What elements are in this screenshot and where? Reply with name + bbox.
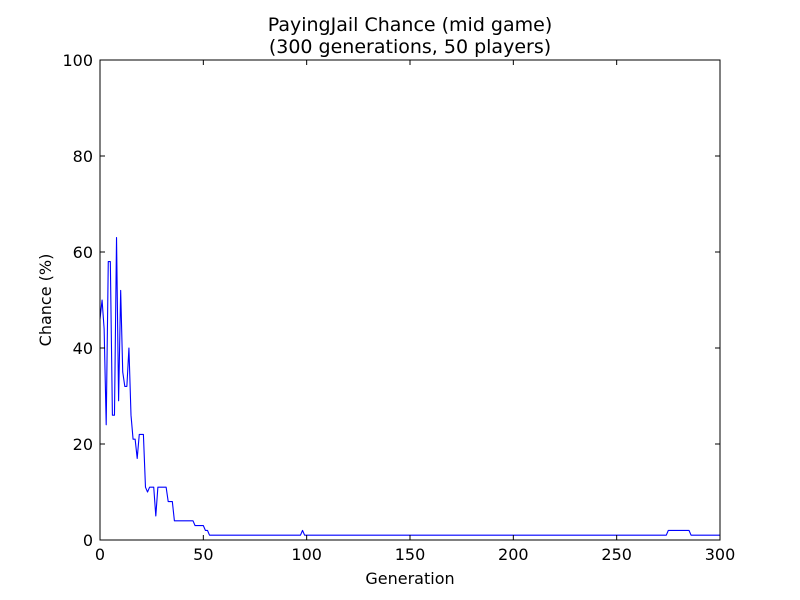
x-tick-label: 0	[95, 545, 105, 564]
y-axis-label: Chance (%)	[36, 254, 55, 347]
series-line-0	[99, 237, 720, 536]
x-tick-label: 200	[498, 545, 529, 564]
chart-title: PayingJail Chance (mid game)	[268, 14, 553, 36]
y-tick-label: 80	[73, 147, 93, 166]
x-tick-label: 300	[705, 545, 736, 564]
plot-area: 0 50 100 150 200 250 300 0 20 40 60 80 100	[62, 51, 735, 564]
y-tick-label: 20	[73, 435, 93, 454]
y-tick-label: 60	[73, 243, 93, 262]
chart-subtitle: (300 generations, 50 players)	[269, 36, 551, 58]
y-tick-label: 40	[73, 339, 93, 358]
plot-frame	[99, 59, 721, 541]
y-tick-label: 0	[83, 531, 93, 550]
x-axis-label: Generation	[365, 569, 454, 588]
x-tick-label: 100	[291, 545, 322, 564]
x-tick-label: 50	[193, 545, 213, 564]
y-tick-label: 100	[62, 51, 93, 70]
x-tick-label: 250	[601, 545, 632, 564]
x-tick-label: 150	[395, 545, 426, 564]
